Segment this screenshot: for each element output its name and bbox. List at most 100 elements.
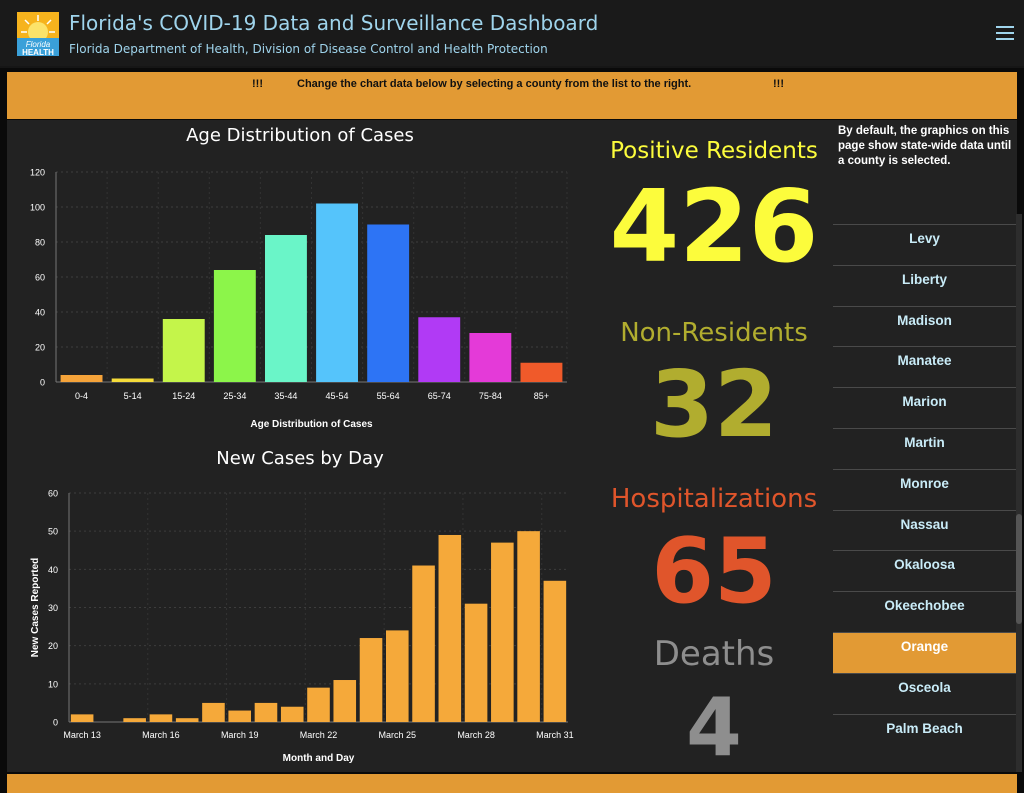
hospitalizations-label: Hospitalizations (610, 484, 818, 514)
county-item-osceola[interactable]: Osceola (833, 672, 1016, 714)
deaths-value: 4 (686, 681, 742, 774)
bar-march-18 (202, 702, 225, 722)
x-tick-label: March 19 (221, 730, 259, 740)
county-list[interactable]: Levy Liberty Madison Manatee Marion Martin Mon… (833, 224, 1016, 772)
banner-text: Change the chart data below by selecting… (297, 78, 692, 90)
bar-25-34 (213, 270, 256, 382)
day-chart-title: New Cases by Day (216, 448, 384, 469)
scrollbar-thumb[interactable] (1016, 514, 1022, 624)
bar-75-84 (469, 333, 512, 382)
bar-march-27 (438, 534, 462, 722)
x-tick-label: 15-24 (172, 391, 195, 401)
non-residents-label: Non-Residents (620, 318, 808, 348)
y-tick-label: 100 (30, 203, 45, 213)
county-list-scrollbar[interactable] (1016, 214, 1022, 772)
x-tick-label: 85+ (534, 391, 549, 401)
positive-residents-value: 426 (609, 168, 819, 285)
bar-march-28 (464, 603, 488, 722)
x-tick-label: March 31 (536, 730, 574, 740)
county-item-monroe[interactable]: Monroe (833, 468, 1016, 510)
bar-45-54 (316, 203, 359, 382)
svg-text:HEALTH: HEALTH (22, 48, 54, 56)
bar-35-44 (264, 235, 307, 382)
y-tick-label: 50 (48, 527, 58, 537)
bar-march-15 (123, 718, 146, 722)
county-item-okaloosa[interactable]: Okaloosa (833, 550, 1016, 591)
x-tick-label: 25-34 (223, 391, 246, 401)
positive-residents-label: Positive Residents (610, 138, 818, 164)
non-residents-value: 32 (649, 351, 779, 458)
x-tick-label: 65-74 (428, 391, 451, 401)
bar-march-16 (149, 714, 173, 722)
bar-5-14 (111, 378, 154, 382)
app-header: Florida HEALTH Florida's COVID-19 Data a… (0, 0, 1024, 66)
county-item-martin[interactable]: Martin (833, 427, 1016, 469)
bar-march-30 (517, 531, 540, 722)
instruction-banner: !!! Change the chart data below by selec… (7, 72, 1017, 119)
bottom-bar (7, 774, 1017, 793)
x-axis-title: Age Distribution of Cases (250, 419, 373, 430)
y-tick-label: 0 (40, 378, 45, 388)
y-tick-label: 60 (35, 273, 45, 283)
bar-85- (520, 362, 563, 382)
y-tick-label: 40 (35, 308, 45, 318)
hamburger-menu-icon[interactable] (994, 22, 1016, 44)
bar-march-13 (70, 714, 94, 722)
x-tick-label: 45-54 (326, 391, 349, 401)
age-chart-title: Age Distribution of Cases (186, 125, 414, 146)
bar-march-23 (333, 680, 357, 722)
bar-march-21 (280, 706, 304, 722)
bar-march-22 (307, 687, 330, 722)
county-item-marion[interactable]: Marion (833, 387, 1016, 428)
banner-mark-left: !!! (252, 78, 263, 90)
x-tick-label: 5-14 (124, 391, 142, 401)
county-item-nassau[interactable]: Nassau (833, 509, 1016, 551)
x-tick-label: March 28 (457, 730, 495, 740)
bar-march-19 (228, 710, 252, 722)
x-tick-label: March 13 (63, 730, 101, 740)
bar-march-17 (175, 718, 199, 722)
hospitalizations-value: 65 (651, 519, 777, 624)
bar-march-24 (359, 638, 383, 722)
county-item-palm-beach[interactable]: Palm Beach (833, 713, 1016, 755)
county-item-liberty[interactable]: Liberty (833, 264, 1016, 306)
bar-0-4 (60, 375, 103, 382)
x-tick-label: March 22 (300, 730, 338, 740)
y-tick-label: 40 (48, 565, 58, 575)
app-subtitle: Florida Department of Health, Division o… (69, 42, 548, 56)
y-tick-label: 0 (53, 718, 58, 728)
bar-march-25 (385, 630, 409, 722)
x-tick-label: March 25 (379, 730, 417, 740)
county-item-okeechobee[interactable]: Okeechobee (833, 591, 1016, 632)
bar-march-29 (491, 542, 514, 722)
county-item-orange[interactable]: Orange (833, 631, 1016, 673)
y-tick-label: 60 (48, 489, 58, 499)
y-tick-label: 20 (35, 343, 45, 353)
y-tick-label: 30 (48, 603, 58, 613)
y-tick-label: 20 (48, 641, 58, 651)
county-item-manatee[interactable]: Manatee (833, 346, 1016, 387)
y-tick-label: 10 (48, 679, 58, 689)
y-axis-title: New Cases Reported (30, 558, 41, 657)
county-item-madison[interactable]: Madison (833, 305, 1016, 347)
x-tick-label: 35-44 (274, 391, 297, 401)
x-tick-label: 0-4 (75, 391, 88, 401)
florida-health-logo: Florida HEALTH (17, 12, 59, 56)
county-item-levy[interactable]: Levy (833, 224, 1016, 265)
county-note: By default, the graphics on this page sh… (838, 125, 1012, 167)
bar-march-31 (543, 580, 567, 722)
x-tick-label: 75-84 (479, 391, 502, 401)
banner-mark-right: !!! (773, 78, 784, 90)
x-tick-label: March 16 (142, 730, 180, 740)
bar-55-64 (367, 224, 410, 382)
x-axis-title: Month and Day (283, 753, 355, 764)
x-tick-label: 55-64 (377, 391, 400, 401)
bar-15-24 (162, 319, 205, 382)
bar-65-74 (418, 317, 461, 382)
bar-march-20 (254, 702, 278, 722)
y-tick-label: 120 (30, 168, 45, 178)
svg-text:Florida: Florida (26, 40, 51, 49)
app-title: Florida's COVID-19 Data and Surveillance… (69, 11, 599, 35)
